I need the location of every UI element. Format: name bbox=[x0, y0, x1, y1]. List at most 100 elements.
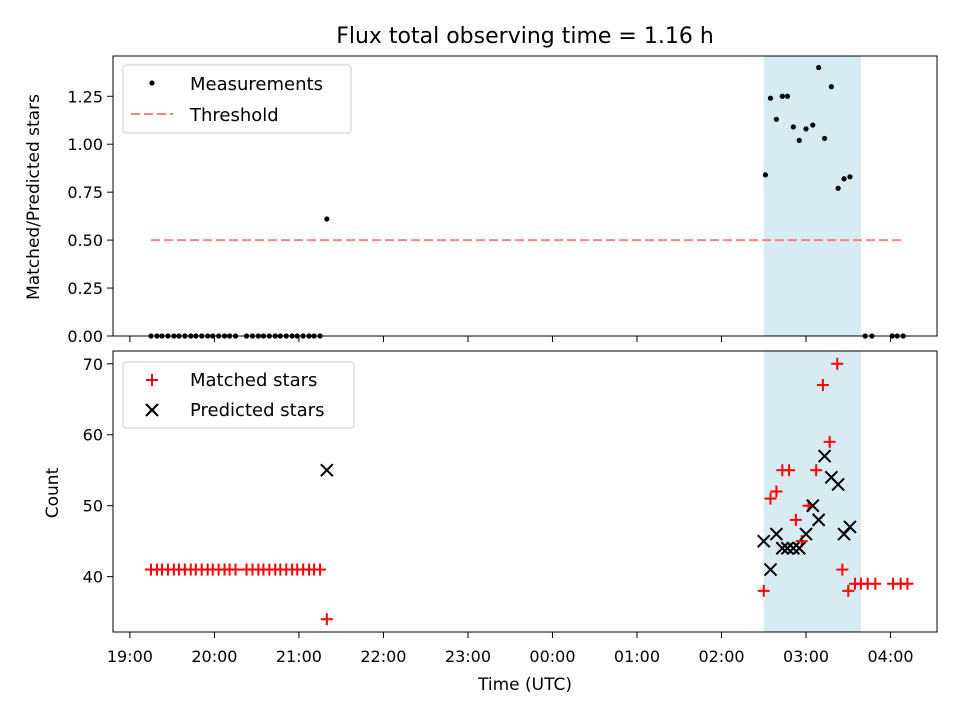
predicted-star-point bbox=[843, 520, 857, 534]
count-y-tick-label: 70 bbox=[83, 355, 103, 374]
ratio-x-ticks bbox=[129, 336, 892, 342]
predicted-star-point bbox=[763, 562, 778, 577]
x-axis-label: Time (UTC) bbox=[477, 675, 572, 695]
measurement-point bbox=[784, 93, 791, 99]
measurement-point bbox=[779, 93, 785, 99]
legend-predicted-label: Predicted stars bbox=[190, 400, 324, 421]
count-panel: 40 50 60 70 19:00 20:00 21:00 22:00 23:00 00:00 0… bbox=[43, 350, 938, 695]
measurement-point bbox=[767, 95, 774, 101]
x-tick-label: 00:00 bbox=[529, 647, 575, 666]
count-y-tick-label: 50 bbox=[83, 497, 103, 516]
count-y-tick-label: 40 bbox=[83, 568, 103, 587]
count-marks bbox=[145, 357, 914, 626]
matched-star-point bbox=[770, 485, 783, 498]
count-y-tick-label: 60 bbox=[83, 426, 103, 445]
matched-star-point bbox=[314, 563, 327, 576]
matched-star-point bbox=[789, 513, 802, 526]
legend-measurements-label: Measurements bbox=[190, 74, 323, 95]
matched-star-point bbox=[823, 435, 836, 448]
predicted-star-point bbox=[775, 541, 790, 555]
measurement-point bbox=[841, 176, 847, 182]
ratio-y-tick-label: 1.00 bbox=[67, 135, 103, 154]
x-tick-label: 23:00 bbox=[445, 647, 491, 666]
count-legend-box bbox=[122, 361, 355, 429]
matched-star-point bbox=[320, 613, 333, 626]
measurement-point bbox=[803, 126, 809, 132]
ratio-highlight-span bbox=[763, 56, 861, 336]
x-tick-label: 20:00 bbox=[191, 647, 237, 666]
predicted-star-stroke bbox=[799, 527, 813, 541]
predicted-star-point bbox=[757, 534, 771, 548]
matched-star-point bbox=[869, 577, 882, 590]
legend-threshold-label: Threshold bbox=[189, 105, 279, 126]
x-tick-label: 21:00 bbox=[276, 647, 322, 666]
predicted-star-point bbox=[799, 527, 813, 541]
predicted-star-stroke bbox=[817, 449, 832, 463]
ratio-legend-box bbox=[122, 64, 352, 134]
ratio-y-tick-label: 0.75 bbox=[67, 183, 103, 202]
ratio-y-tick-label: 0.50 bbox=[67, 231, 103, 250]
matched-star-point bbox=[757, 584, 770, 597]
count-x-ticks: 19:00 20:00 21:00 22:00 23:00 00:00 01:00 02:00… bbox=[107, 632, 914, 666]
predicted-star-point bbox=[769, 527, 784, 541]
ratio-y-ticks: 0.00 0.25 0.50 0.75 1.00 1.25 bbox=[67, 87, 113, 346]
matched-star-point bbox=[901, 577, 914, 590]
predicted-star-stroke bbox=[757, 534, 771, 548]
predicted-star-point bbox=[817, 449, 832, 463]
x-tick-label: 19:00 bbox=[107, 647, 153, 666]
chart-title: Flux total observing time = 1.16 h bbox=[336, 24, 714, 49]
matched-star-point bbox=[816, 379, 829, 392]
count-axes-frame bbox=[112, 350, 938, 633]
predicted-star-point bbox=[806, 498, 820, 513]
ratio-y-tick-label: 0.25 bbox=[67, 279, 103, 298]
ratio-y-tick-label: 0.00 bbox=[67, 327, 103, 346]
predicted-star-stroke bbox=[320, 463, 334, 477]
measurement-point bbox=[847, 174, 853, 180]
predicted-star-stroke bbox=[824, 470, 839, 485]
ratio-legend: Measurements Threshold bbox=[122, 64, 352, 134]
x-tick-label: 02:00 bbox=[698, 647, 744, 666]
ratio-panel: 0.00 0.25 0.50 0.75 1.00 1.25 Matched/Predict… bbox=[24, 55, 938, 346]
measurement-point bbox=[828, 84, 834, 90]
predicted-star-stroke bbox=[775, 541, 790, 555]
measurement-point bbox=[324, 216, 330, 222]
ratio-y-axis-label: Matched/Predicted stars bbox=[24, 94, 44, 300]
predicted-star-stroke bbox=[811, 513, 826, 527]
measurement-point bbox=[773, 116, 780, 122]
predicted-star-stroke bbox=[780, 541, 795, 555]
predicted-star-stroke bbox=[769, 527, 784, 541]
matched-star-point bbox=[842, 584, 855, 597]
x-tick-label: 22:00 bbox=[360, 647, 406, 666]
measurement-point bbox=[821, 135, 828, 142]
predicted-star-point bbox=[811, 513, 826, 527]
predicted-star-point bbox=[320, 463, 334, 477]
count-legend: Matched stars Predicted stars bbox=[122, 361, 355, 429]
ratio-y-tick-label: 1.25 bbox=[67, 87, 103, 106]
ratio-axes-frame bbox=[112, 55, 938, 337]
matched-star-point bbox=[836, 563, 849, 576]
measurement-point bbox=[762, 172, 769, 178]
count-y-axis-label: Count bbox=[43, 467, 63, 518]
count-y-ticks: 40 50 60 70 bbox=[83, 355, 113, 587]
legend-matched-marker bbox=[146, 374, 158, 386]
measurement-point bbox=[790, 124, 796, 130]
predicted-star-stroke bbox=[792, 541, 806, 555]
legend-measurements-marker bbox=[149, 80, 155, 86]
measurement-point bbox=[796, 137, 802, 143]
measurement-point bbox=[835, 185, 841, 191]
measurement-point bbox=[810, 122, 816, 128]
measurement-point bbox=[816, 64, 822, 71]
matched-star-point bbox=[783, 464, 796, 477]
matched-star-point bbox=[831, 357, 844, 370]
predicted-star-stroke bbox=[806, 498, 820, 513]
predicted-star-point bbox=[831, 477, 845, 492]
predicted-star-stroke bbox=[786, 541, 801, 555]
matched-star-point bbox=[229, 563, 242, 576]
predicted-star-point bbox=[786, 541, 801, 555]
legend-matched-label: Matched stars bbox=[190, 370, 317, 391]
predicted-star-stroke bbox=[831, 477, 845, 492]
x-tick-label: 04:00 bbox=[867, 647, 913, 666]
predicted-star-point bbox=[792, 541, 806, 555]
matched-star-point bbox=[810, 464, 823, 477]
